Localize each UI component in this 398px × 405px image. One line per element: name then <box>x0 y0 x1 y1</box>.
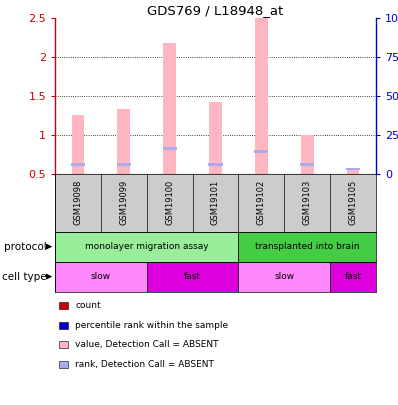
Text: fast: fast <box>184 272 201 281</box>
Text: GSM19102: GSM19102 <box>257 180 266 225</box>
Bar <box>55 262 147 292</box>
Bar <box>163 43 176 174</box>
Text: rank, Detection Call = ABSENT: rank, Detection Call = ABSENT <box>75 360 214 369</box>
Bar <box>55 232 238 262</box>
Text: protocol: protocol <box>4 242 47 252</box>
Bar <box>209 163 222 166</box>
Text: fast: fast <box>345 272 361 281</box>
Bar <box>147 262 238 292</box>
Bar <box>301 135 314 174</box>
Bar <box>117 163 131 166</box>
Text: GSM19100: GSM19100 <box>165 180 174 225</box>
Bar <box>209 102 222 174</box>
Bar <box>330 262 376 292</box>
Text: value, Detection Call = ABSENT: value, Detection Call = ABSENT <box>75 340 219 349</box>
Text: GSM19098: GSM19098 <box>73 180 82 225</box>
Bar <box>117 109 130 174</box>
Text: GSM19103: GSM19103 <box>303 180 312 225</box>
Bar <box>162 147 177 150</box>
Bar <box>71 163 85 166</box>
Bar <box>255 18 268 174</box>
Text: slow: slow <box>274 272 295 281</box>
Bar <box>300 163 314 166</box>
Text: transplanted into brain: transplanted into brain <box>255 242 359 251</box>
Title: GDS769 / L18948_at: GDS769 / L18948_at <box>147 4 284 17</box>
Text: monolayer migration assay: monolayer migration assay <box>85 242 209 251</box>
Text: slow: slow <box>91 272 111 281</box>
Bar <box>238 232 376 262</box>
Bar <box>347 169 359 174</box>
Bar <box>254 151 268 153</box>
Text: GSM19099: GSM19099 <box>119 180 128 225</box>
Bar <box>238 262 330 292</box>
Text: GSM19101: GSM19101 <box>211 180 220 225</box>
Bar <box>72 115 84 174</box>
Text: GSM19105: GSM19105 <box>349 180 357 225</box>
Text: count: count <box>75 301 101 310</box>
Text: cell type: cell type <box>2 272 47 281</box>
Text: percentile rank within the sample: percentile rank within the sample <box>75 321 228 330</box>
Bar <box>346 168 360 170</box>
